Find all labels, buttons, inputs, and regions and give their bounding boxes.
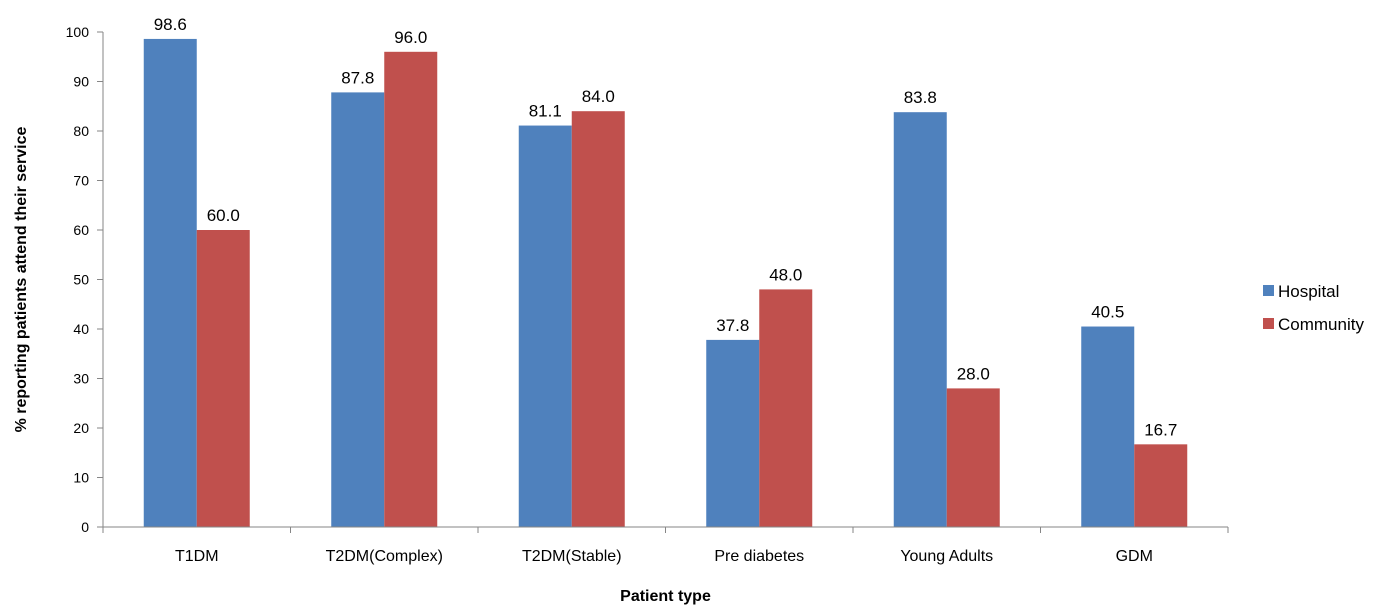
x-category-label: T2DM(Complex) [326, 548, 443, 565]
y-axis-title: % reporting patients attend their servic… [13, 126, 30, 432]
bar-community [759, 289, 813, 527]
x-category-label: GDM [1116, 548, 1153, 565]
data-label: 16.7 [1144, 420, 1177, 439]
legend-label-hospital: Hospital [1278, 282, 1339, 301]
legend: Hospital Community [1263, 282, 1364, 334]
bar-hospital [893, 112, 947, 527]
bar-community [1134, 444, 1188, 527]
bar-hospital [1081, 326, 1135, 527]
bar-hospital [143, 38, 197, 528]
data-label: 81.1 [529, 102, 562, 121]
legend-label-community: Community [1278, 315, 1364, 334]
bar-hospital [518, 125, 572, 528]
bar-hospital [331, 92, 385, 527]
y-tick-label: 90 [73, 74, 89, 90]
data-label: 60.0 [207, 206, 240, 225]
y-tick-label: 60 [73, 222, 89, 238]
legend-swatch-hospital [1263, 285, 1274, 296]
x-axis-ticks: T1DM T2DM(Complex) T2DM(Stable) Pre diabete… [102, 527, 1229, 565]
data-label: 98.6 [154, 15, 187, 34]
y-tick-label: 30 [73, 371, 89, 387]
bar-community [571, 111, 625, 527]
x-category-label: T1DM [175, 548, 219, 565]
y-tick-label: 100 [66, 24, 90, 40]
data-label: 84.0 [582, 87, 615, 106]
x-axis-title: Patient type [620, 588, 711, 605]
data-label: 83.8 [904, 88, 937, 107]
data-label: 40.5 [1091, 303, 1124, 322]
data-labels-layer: 98.6 87.8 81.1 37.8 83.8 40.5 60.0 96.0 84.0 48.0… [154, 15, 1178, 439]
legend-swatch-community [1263, 318, 1274, 329]
bar-hospital [706, 339, 760, 527]
y-axis-ticks: 0 10 20 30 40 50 60 70 80 90 100 [66, 24, 103, 535]
data-label: 37.8 [716, 316, 749, 335]
bar-community [196, 230, 250, 527]
bar-community [384, 51, 438, 528]
y-tick-label: 10 [73, 470, 89, 486]
y-tick-label: 20 [73, 420, 89, 436]
x-category-label: T2DM(Stable) [522, 548, 622, 565]
x-category-label: Pre diabetes [714, 548, 804, 565]
data-label: 96.0 [394, 28, 427, 47]
data-label: 28.0 [957, 364, 990, 383]
bars-layer [143, 38, 1188, 528]
data-label: 48.0 [769, 265, 802, 284]
x-category-label: Young Adults [900, 548, 993, 565]
y-tick-label: 0 [81, 519, 89, 535]
data-label: 87.8 [341, 68, 374, 87]
y-tick-label: 50 [73, 272, 89, 288]
y-tick-label: 40 [73, 321, 89, 337]
y-tick-label: 80 [73, 123, 89, 139]
y-tick-label: 70 [73, 173, 89, 189]
bar-community [946, 388, 1000, 527]
